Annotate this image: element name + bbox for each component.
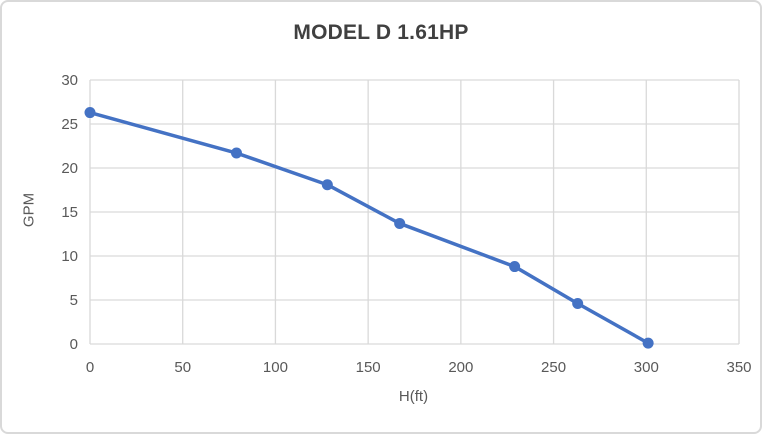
data-point-marker (394, 217, 406, 229)
series-line (88, 110, 650, 345)
y-tick-label: 5 (70, 292, 78, 309)
x-axis-title: H(ft) (398, 388, 429, 405)
data-point-marker (84, 107, 96, 119)
data-point-marker (642, 337, 654, 349)
data-point-marker (321, 179, 333, 191)
x-tick-label: 100 (263, 359, 288, 376)
x-tick-label: 350 (726, 359, 751, 376)
data-point-marker (509, 261, 521, 273)
data-point-marker (572, 298, 584, 310)
y-tick-label: 30 (61, 72, 78, 89)
x-tick-label: 300 (634, 359, 659, 376)
y-tick-label: 15 (61, 204, 78, 221)
chart-title: MODEL D 1.61HP (293, 21, 469, 44)
x-tick-label: 200 (448, 359, 473, 376)
x-tick-label: 50 (174, 359, 191, 376)
x-tick-label: 150 (356, 359, 381, 376)
x-tick-label: 250 (541, 359, 566, 376)
y-tick-label: 20 (61, 160, 78, 177)
data-point-marker (230, 147, 242, 159)
x-tick-label: 0 (86, 359, 94, 376)
y-tick-label: 25 (61, 116, 78, 133)
y-tick-label: 0 (70, 336, 78, 353)
y-axis-title: GPM (20, 192, 38, 228)
y-tick-label: 10 (61, 248, 78, 265)
